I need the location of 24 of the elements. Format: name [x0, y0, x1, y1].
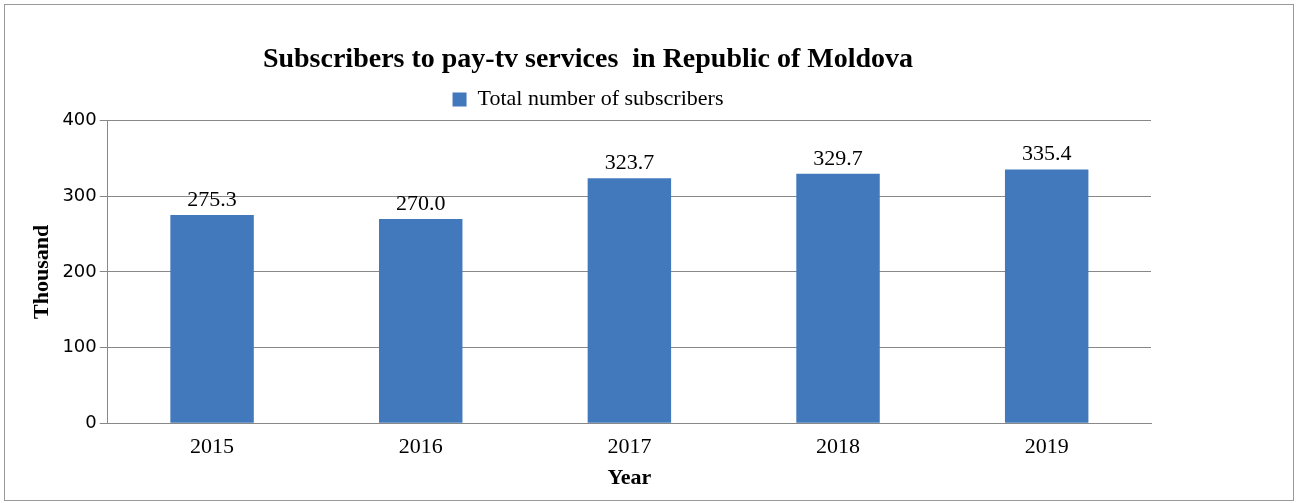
y-tick-label: 200: [62, 259, 97, 281]
x-tick-label: 2016: [398, 433, 443, 459]
x-axis-title: Year: [607, 464, 652, 490]
x-tick-label: 2015: [190, 433, 235, 459]
y-tick-label: 100: [62, 335, 97, 357]
chart-title: Subscribers to pay-tv services in Republic of Moldova: [262, 42, 914, 74]
text: 335.4: [1021, 140, 1072, 166]
y-tick-label: 300: [62, 183, 97, 205]
legend-label: Total number of subscribers: [477, 85, 724, 111]
y-tick-label: 0: [85, 410, 97, 432]
x-tick-label: 2017: [607, 433, 652, 459]
bar: [379, 218, 463, 423]
bar: [1004, 169, 1089, 423]
bar: [796, 173, 880, 423]
x-tick-label: 2018: [816, 433, 861, 459]
text: 323.7: [604, 149, 655, 175]
y-axis-title: Thousand: [27, 224, 53, 319]
text: 275.3: [187, 185, 237, 211]
bar: [170, 214, 254, 423]
text: 270.0: [395, 189, 446, 215]
text: 329.7: [813, 144, 863, 170]
x-tick-label: 2019: [1024, 433, 1069, 459]
bar: [587, 178, 672, 423]
y-tick-label: 400: [62, 108, 97, 130]
